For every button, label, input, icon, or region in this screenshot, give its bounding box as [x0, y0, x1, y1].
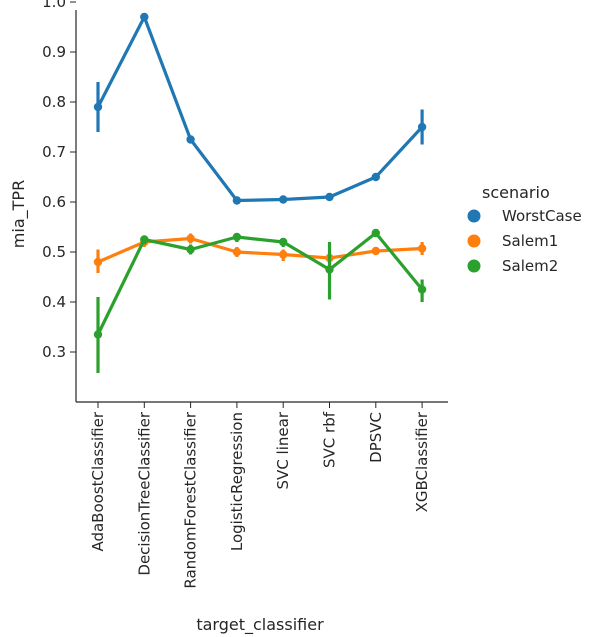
legend: WorstCase Salem1 Salem2	[467, 207, 582, 275]
series-line-worstcase	[96, 15, 424, 203]
data-point	[325, 265, 334, 274]
data-point	[93, 330, 103, 339]
x-tick-label: RandomForestClassifier	[182, 411, 200, 588]
data-point	[371, 172, 380, 182]
x-tick-label: DPSVC	[367, 412, 385, 463]
data-point	[186, 245, 195, 254]
data-point	[417, 244, 427, 253]
data-point	[417, 285, 427, 294]
data-point	[93, 102, 103, 112]
data-point	[279, 195, 288, 204]
data-point	[186, 234, 195, 243]
legend-label: Salem1	[502, 232, 558, 250]
y-tick-label: 1.0	[42, 0, 66, 11]
y-tick-label: 0.9	[42, 43, 66, 61]
legend-title: scenario	[482, 183, 550, 202]
data-point	[325, 192, 334, 202]
x-tick-label: DecisionTreeClassifier	[135, 411, 153, 575]
x-axis-title: target_classifier	[196, 615, 324, 635]
data-point	[186, 135, 195, 144]
y-tick-label: 0.8	[42, 93, 66, 111]
y-tick-label: 0.5	[42, 243, 66, 261]
legend-marker	[467, 234, 481, 248]
data-point	[140, 235, 149, 244]
y-tick-label: 0.4	[42, 293, 66, 311]
data-point	[417, 122, 427, 132]
y-axis-title: mia_TPR	[9, 180, 29, 248]
legend-label: Salem2	[502, 257, 558, 275]
data-point	[371, 228, 380, 238]
series-line-salem2	[96, 231, 424, 337]
x-tick-label: AdaBoostClassifier	[89, 411, 107, 551]
data-point	[93, 257, 103, 267]
data-point	[279, 250, 288, 259]
x-tick-label: LogisticRegression	[228, 412, 246, 551]
data-point	[279, 237, 288, 247]
data-point	[140, 12, 149, 22]
data-point	[232, 247, 242, 257]
data-point	[371, 246, 380, 256]
data-point	[232, 232, 242, 242]
y-tick-label: 0.6	[42, 193, 66, 211]
legend-label: WorstCase	[502, 207, 582, 225]
data-point	[232, 196, 242, 205]
y-tick-label: 0.3	[42, 343, 66, 361]
legend-marker	[467, 209, 481, 223]
legend-marker	[467, 259, 481, 273]
x-tick-label: SVC rbf	[321, 411, 339, 468]
x-tick-label: SVC linear	[274, 411, 292, 489]
y-tick-label: 0.7	[42, 143, 66, 161]
x-tick-label: XGBClassifier	[413, 411, 431, 512]
plot-area: 0.3 0.4 0.5 0.6 0.7 0.8 0.9 1.0 AdaBoostClassifi…	[42, 0, 448, 589]
